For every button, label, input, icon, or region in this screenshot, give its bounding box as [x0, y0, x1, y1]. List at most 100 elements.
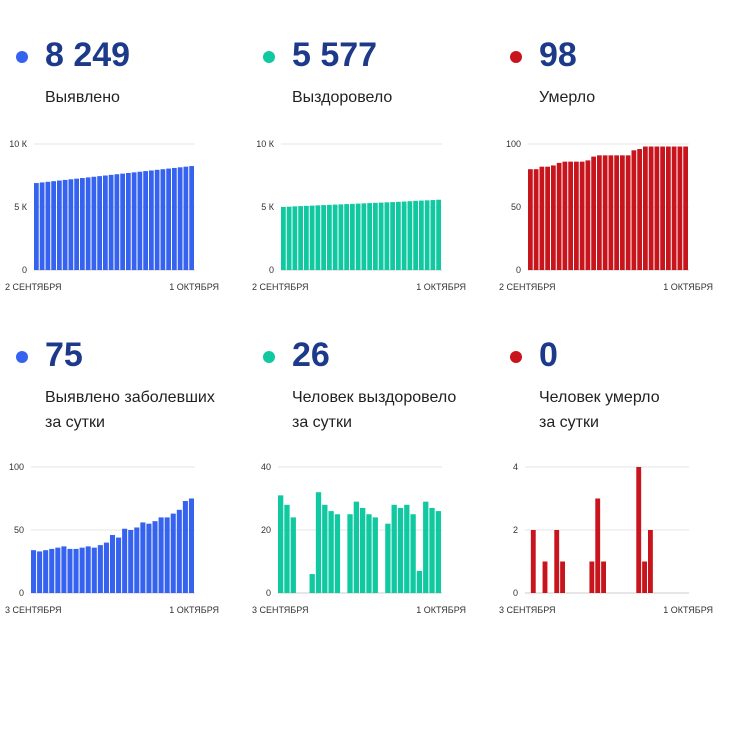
panel-daily-recovered: 26 Человек выздоровело за сутки 0 20 40 3 С…: [252, 335, 492, 635]
label-line: Выявлено заболевших: [45, 389, 215, 406]
bar: [666, 146, 671, 270]
red-dot-icon: [510, 51, 522, 63]
bar: [284, 504, 290, 593]
bar: [648, 146, 654, 270]
bar: [542, 561, 548, 593]
bar: [182, 501, 188, 593]
bar: [637, 149, 642, 270]
daily-deaths-value: 0: [539, 336, 558, 374]
bar: [62, 179, 68, 270]
bar: [74, 178, 79, 270]
bar: [108, 174, 114, 270]
bar: [176, 509, 182, 593]
x-tick-label-start: 2 СЕНТЯБРЯ: [499, 282, 556, 292]
bar: [85, 177, 91, 270]
bar: [643, 146, 648, 270]
bar: [545, 166, 550, 270]
bar: [355, 203, 361, 270]
red-dot-icon: [510, 351, 522, 363]
bar: [334, 514, 341, 593]
bar: [45, 181, 51, 270]
total-deaths-label: Умерло: [539, 85, 731, 110]
bar: [309, 574, 315, 593]
y-tick-label: 0: [269, 265, 274, 275]
y-tick-label: 10 К: [256, 139, 275, 149]
bar: [404, 504, 410, 593]
bar: [103, 175, 108, 270]
bar: [551, 165, 556, 270]
bar: [636, 467, 642, 593]
bar: [97, 545, 103, 593]
y-tick-label: 0: [516, 265, 521, 275]
bar: [31, 550, 37, 593]
blue-dot-icon: [16, 351, 28, 363]
bar: [304, 205, 309, 270]
bar: [177, 167, 183, 270]
bar: [338, 204, 344, 270]
bar: [378, 202, 384, 270]
bar: [361, 203, 367, 270]
x-tick-label-start: 3 СЕНТЯБРЯ: [252, 605, 309, 615]
bar: [554, 530, 560, 593]
total-recovered-label: Выздоровело: [292, 85, 487, 110]
total-cases-label: Выявлено: [45, 85, 240, 110]
bar: [562, 161, 568, 270]
bar: [131, 172, 137, 270]
bar: [80, 178, 85, 270]
bar: [372, 517, 378, 593]
bar: [309, 205, 315, 270]
label-line: за сутки: [539, 414, 599, 431]
bar: [419, 200, 424, 270]
bar: [67, 548, 73, 593]
bar: [391, 504, 397, 593]
bar: [143, 171, 148, 270]
bar: [49, 548, 55, 593]
x-tick-label-start: 2 СЕНТЯБРЯ: [5, 282, 62, 292]
bar: [290, 517, 296, 593]
bar: [34, 183, 39, 270]
bar: [278, 495, 284, 593]
x-tick-label-start: 2 СЕНТЯБРЯ: [252, 282, 309, 292]
bar: [353, 501, 359, 593]
label-line: за сутки: [292, 414, 352, 431]
bar: [137, 171, 143, 270]
bar: [183, 166, 189, 270]
bar: [589, 561, 595, 593]
bar: [642, 561, 647, 593]
green-dot-icon: [263, 351, 275, 363]
y-tick-label: 0: [19, 588, 24, 598]
panel-daily-deaths: 0 Человек умерло за сутки 0 2 4 3 СЕНТЯБРЯ 1…: [499, 335, 731, 635]
bar: [37, 551, 43, 593]
label-line: Выявлено: [45, 89, 120, 106]
bar: [631, 150, 637, 270]
bar: [602, 155, 608, 270]
bar: [407, 201, 413, 270]
panel-total-deaths: 98 Умерло 0 50 100 2 СЕНТЯБРЯ 1 ОКТЯБРЯ: [499, 35, 731, 335]
bar: [397, 507, 404, 593]
total-deaths-value: 98: [539, 36, 577, 74]
green-dot-icon: [263, 51, 275, 63]
bar: [39, 182, 45, 270]
y-tick-label: 0: [22, 265, 27, 275]
y-tick-label: 40: [261, 462, 271, 472]
bar: [579, 161, 585, 270]
bar: [188, 498, 194, 593]
y-tick-label: 5 К: [14, 202, 28, 212]
bar: [601, 561, 606, 593]
bar: [350, 203, 355, 270]
total-cases-value: 8 249: [45, 36, 131, 74]
bar: [539, 166, 545, 270]
bar: [648, 530, 653, 593]
y-tick-label: 20: [261, 525, 271, 535]
label-line: за сутки: [45, 414, 105, 431]
daily-deaths-chart: 0 2 4 3 СЕНТЯБРЯ 1 ОКТЯБРЯ: [499, 462, 713, 615]
x-tick-label-end: 1 ОКТЯБРЯ: [663, 605, 713, 615]
bar: [671, 146, 677, 270]
bar: [122, 528, 128, 593]
bar: [595, 498, 601, 593]
x-tick-label-end: 1 ОКТЯБРЯ: [663, 282, 713, 292]
bar: [591, 156, 596, 270]
bar: [103, 542, 109, 593]
bar: [614, 155, 619, 270]
bar: [416, 570, 423, 593]
